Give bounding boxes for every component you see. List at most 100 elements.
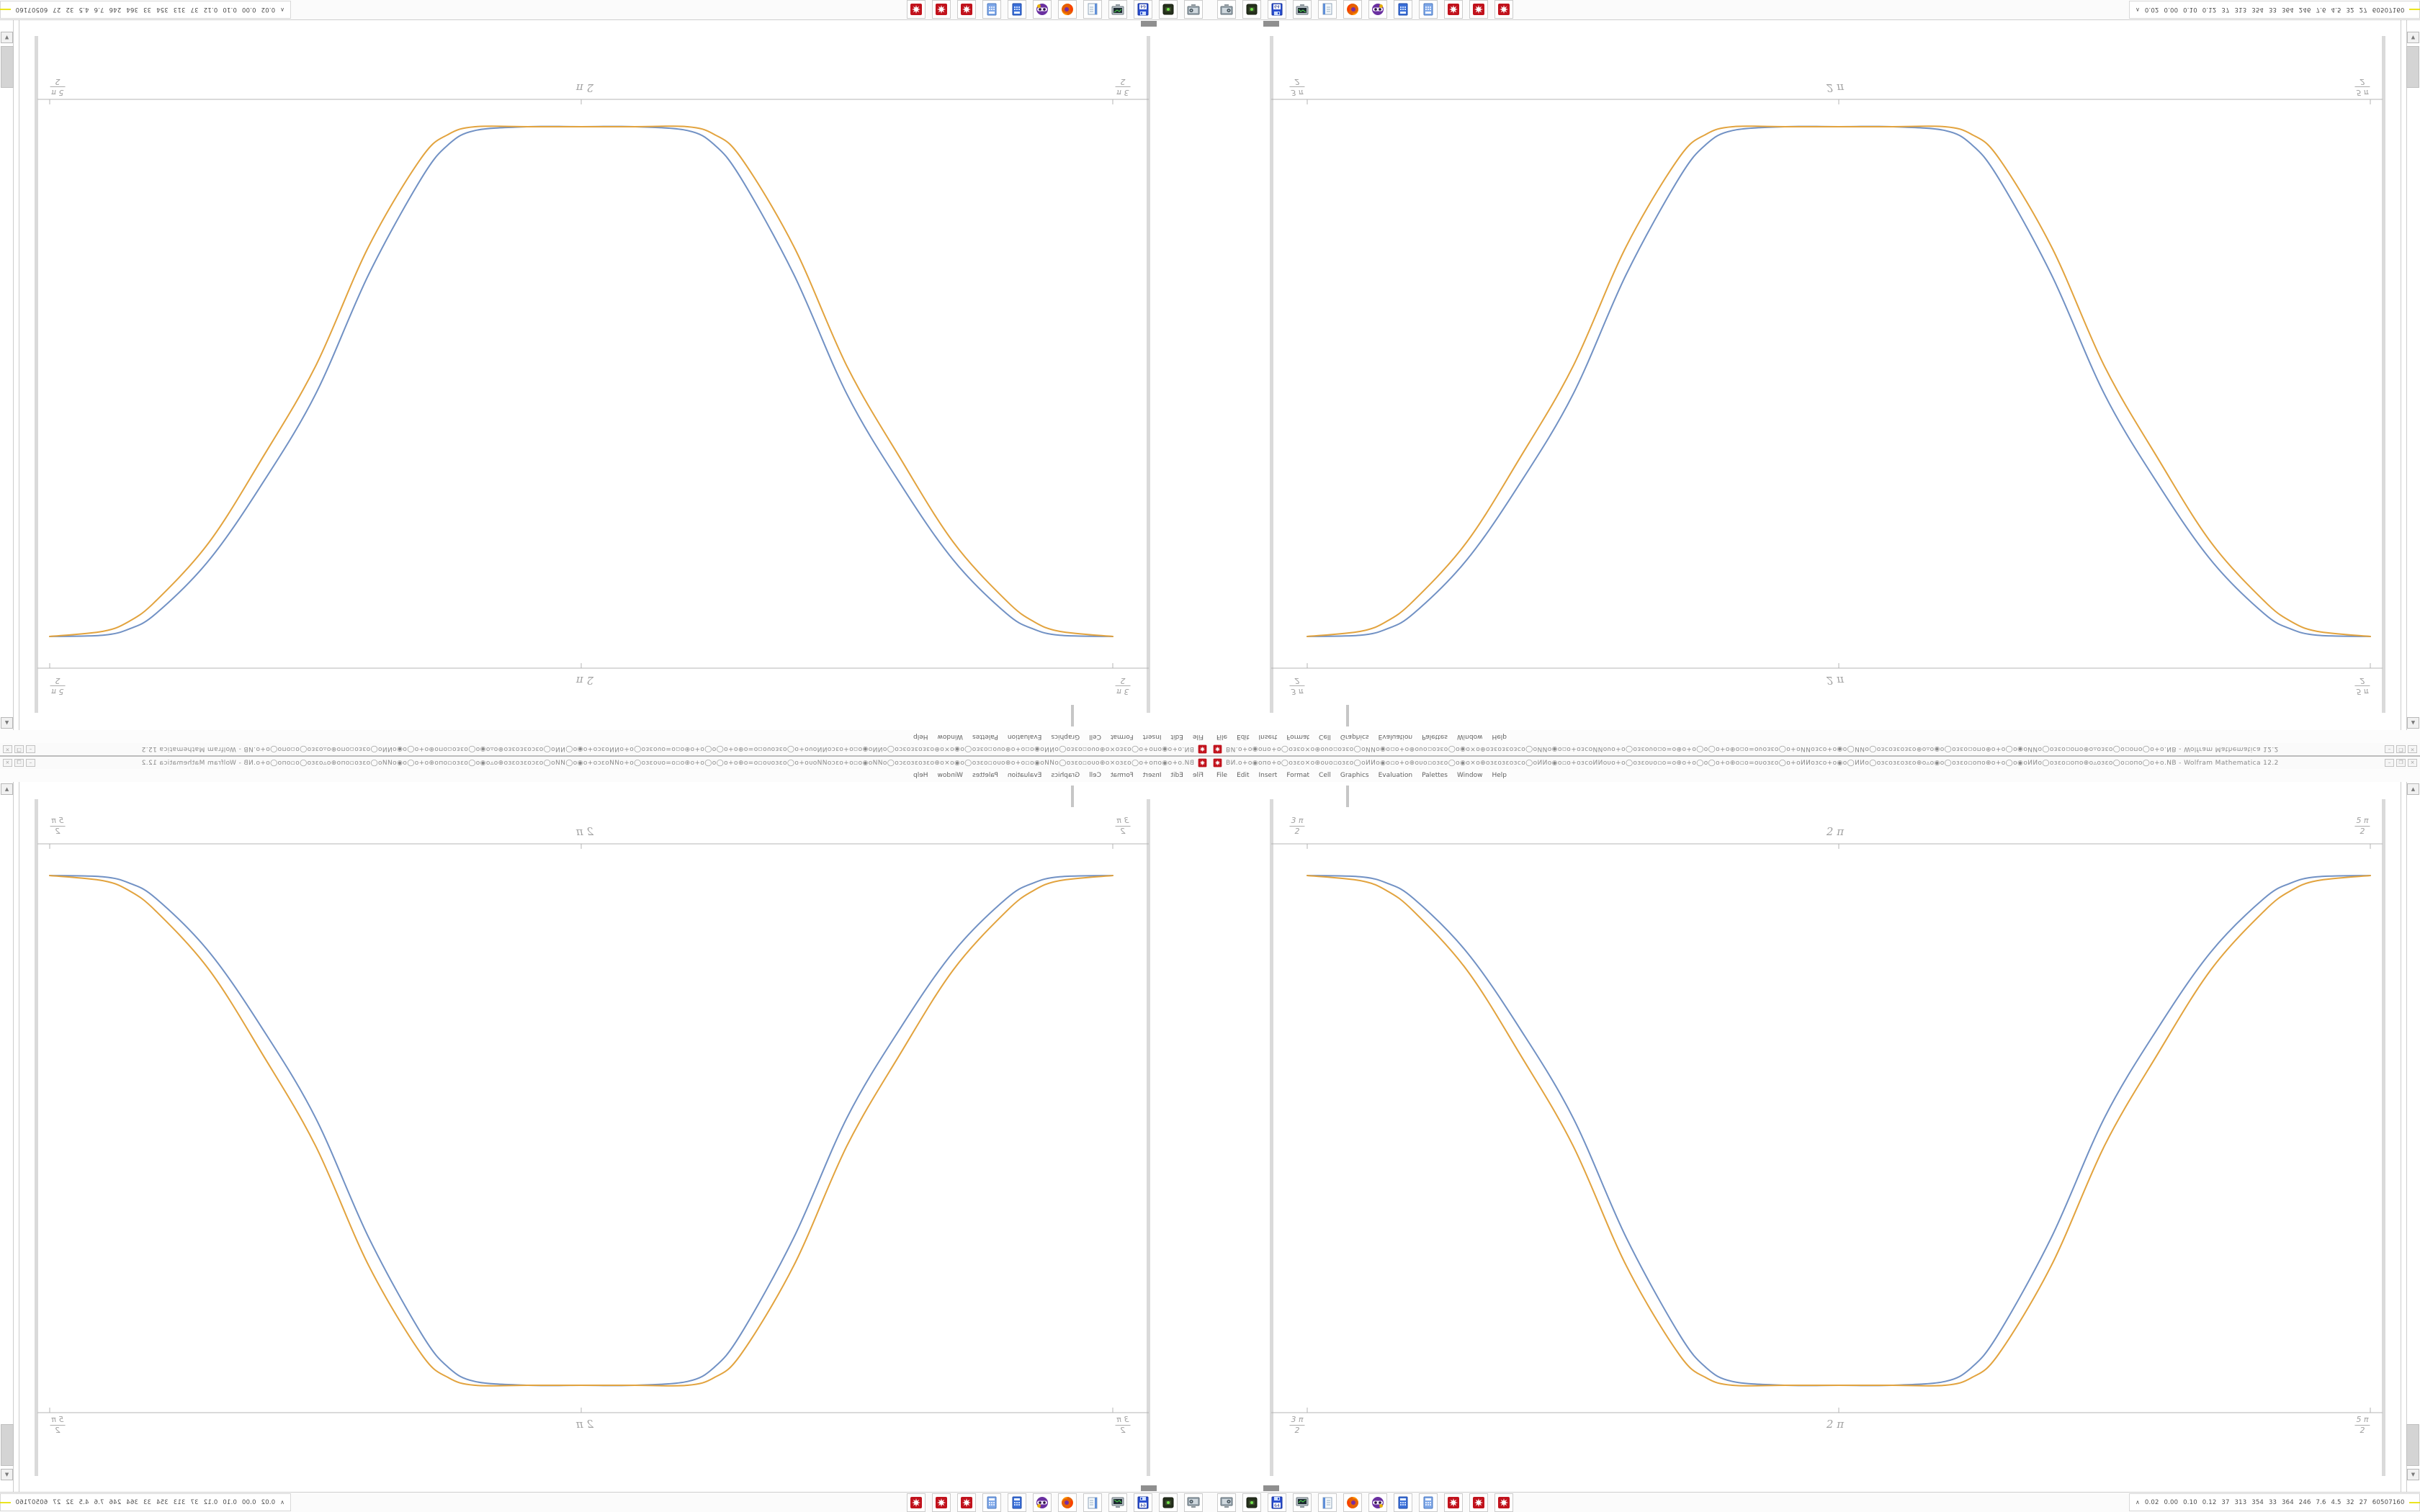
menu-palettes[interactable]: Palettes [972,772,998,779]
mathematica-2-icon[interactable] [1469,1493,1488,1512]
mathematica-1-icon[interactable] [957,1493,976,1512]
menu-evaluation[interactable]: Evaluation [1378,733,1413,740]
screenshot-tool-icon[interactable] [1217,0,1236,19]
menu-evaluation[interactable]: Evaluation [1007,733,1042,740]
firefox-icon[interactable] [1343,0,1362,19]
menu-format[interactable]: Format [1286,733,1310,740]
horizontal-scrollbar-thumb[interactable] [1263,1485,1279,1491]
menu-cell[interactable]: Cell [1319,733,1331,740]
mathematica-1-icon[interactable] [1444,1493,1463,1512]
close-button[interactable]: × [2408,745,2417,753]
minimize-button[interactable]: – [2385,745,2394,753]
menu-palettes[interactable]: Palettes [972,733,998,740]
goggles-app-icon[interactable] [1368,1493,1387,1512]
menu-window[interactable]: Window [937,772,964,779]
firefox-icon[interactable] [1343,1493,1362,1512]
scrollbar-thumb[interactable] [2406,1424,2419,1466]
menu-format[interactable]: Format [1110,772,1134,779]
menu-window[interactable]: Window [937,733,964,740]
monitor-expand-icon[interactable]: ∧ [280,6,284,13]
system-monitor-app-icon[interactable] [1293,1493,1312,1512]
minimize-button[interactable]: – [26,745,35,753]
goggles-app-icon[interactable] [1033,1493,1052,1512]
menu-evaluation[interactable]: Evaluation [1378,772,1413,779]
menu-cell[interactable]: Cell [1089,733,1101,740]
restore-button[interactable]: ❐ [14,759,24,767]
menu-cell[interactable]: Cell [1089,772,1101,779]
menu-file[interactable]: File [1216,733,1228,740]
menu-insert[interactable]: Insert [1258,772,1278,779]
menu-help[interactable]: Help [913,772,928,779]
menu-file[interactable]: File [1192,733,1204,740]
menu-help[interactable]: Help [913,733,928,740]
menu-graphics[interactable]: Graphics [1051,772,1080,779]
calculator-light-icon[interactable] [982,1493,1001,1512]
monitor-expand-icon[interactable]: ∧ [2136,1499,2140,1506]
calculator-dark-icon[interactable] [1394,0,1412,19]
mathematica-1-icon[interactable] [957,0,976,19]
minimize-button[interactable]: – [26,759,35,767]
menu-graphics[interactable]: Graphics [1340,733,1369,740]
package-manager-icon[interactable] [1159,0,1178,19]
notepad-icon[interactable] [1318,0,1337,19]
mathematica-2-icon[interactable] [1469,0,1488,19]
menu-help[interactable]: Help [1492,772,1507,779]
close-button[interactable]: × [2408,759,2417,767]
menu-graphics[interactable]: Graphics [1051,733,1080,740]
firefox-icon[interactable] [1058,0,1077,19]
menu-edit[interactable]: Edit [1237,733,1250,740]
mathematica-3-icon[interactable] [907,1493,926,1512]
notepad-icon[interactable] [1318,1493,1337,1512]
menu-file[interactable]: File [1216,772,1228,779]
package-manager-icon[interactable] [1159,1493,1178,1512]
restore-button[interactable]: ❐ [2396,745,2406,753]
monitor-expand-icon[interactable]: ∧ [2136,6,2140,13]
goggles-app-icon[interactable] [1368,0,1387,19]
goggles-app-icon[interactable] [1033,0,1052,19]
scrollbar-down-icon[interactable]: ▼ [2407,1469,2419,1480]
menu-window[interactable]: Window [1456,772,1483,779]
monitor-expand-icon[interactable]: ∧ [280,1499,284,1506]
mathematica-1-icon[interactable] [1444,0,1463,19]
calculator-light-icon[interactable] [1419,1493,1438,1512]
screenshot-tool-icon[interactable] [1217,1493,1236,1512]
mathematica-3-icon[interactable] [1494,1493,1513,1512]
mathematica-3-icon[interactable] [907,0,926,19]
scrollbar-up-icon[interactable]: ▲ [2407,783,2419,795]
restore-button[interactable]: ❐ [2396,759,2406,767]
menu-edit[interactable]: Edit [1170,772,1183,779]
calculator-dark-icon[interactable] [1008,1493,1026,1512]
menu-edit[interactable]: Edit [1237,772,1250,779]
package-manager-icon[interactable] [1242,1493,1261,1512]
floppy-64-icon[interactable]: 64 [1268,0,1286,19]
calculator-light-icon[interactable] [1419,0,1438,19]
floppy-64-icon[interactable]: 64 [1134,0,1152,19]
menu-format[interactable]: Format [1110,733,1134,740]
mathematica-3-icon[interactable] [1494,0,1513,19]
menu-format[interactable]: Format [1286,772,1310,779]
mathematica-2-icon[interactable] [932,0,951,19]
floppy-64-icon[interactable]: 64 [1134,1493,1152,1512]
menu-help[interactable]: Help [1492,733,1507,740]
close-button[interactable]: × [3,745,12,753]
menu-edit[interactable]: Edit [1170,733,1183,740]
menu-evaluation[interactable]: Evaluation [1007,772,1042,779]
notepad-icon[interactable] [1083,0,1102,19]
close-button[interactable]: × [3,759,12,767]
system-monitor-app-icon[interactable] [1293,0,1312,19]
mathematica-2-icon[interactable] [932,1493,951,1512]
menu-insert[interactable]: Insert [1258,733,1278,740]
menu-palettes[interactable]: Palettes [1422,772,1448,779]
calculator-light-icon[interactable] [982,0,1001,19]
menu-file[interactable]: File [1192,772,1204,779]
menu-insert[interactable]: Insert [1142,772,1162,779]
notepad-icon[interactable] [1083,1493,1102,1512]
calculator-dark-icon[interactable] [1008,0,1026,19]
minimize-button[interactable]: – [2385,759,2394,767]
menu-graphics[interactable]: Graphics [1340,772,1369,779]
firefox-icon[interactable] [1058,1493,1077,1512]
menu-insert[interactable]: Insert [1142,733,1162,740]
system-monitor-app-icon[interactable] [1108,0,1127,19]
menu-cell[interactable]: Cell [1319,772,1331,779]
screenshot-tool-icon[interactable] [1184,0,1203,19]
